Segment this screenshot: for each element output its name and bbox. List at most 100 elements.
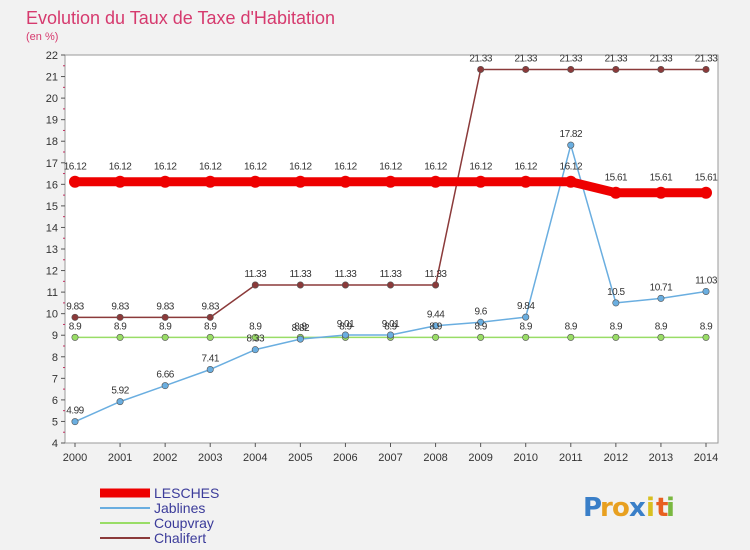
data-label: 16.12 — [64, 162, 87, 173]
data-label: 16.12 — [109, 162, 132, 173]
logo-letter: r — [600, 493, 613, 523]
data-label: 21.33 — [514, 53, 537, 64]
data-label: 16.12 — [244, 162, 267, 173]
data-label: 10.71 — [650, 282, 673, 293]
data-point — [612, 299, 620, 307]
chart-title: Evolution du Taux de Taxe d'Habitation — [26, 8, 335, 28]
logo-letter: P — [583, 493, 602, 523]
data-point — [71, 418, 79, 426]
data-point — [116, 398, 124, 406]
data-label: 16.12 — [334, 162, 357, 173]
data-point — [567, 333, 575, 341]
data-label: 9.44 — [427, 310, 445, 321]
y-tick-label: 11 — [47, 287, 58, 299]
series-layer — [69, 65, 712, 426]
data-label: 5.92 — [111, 386, 129, 397]
data-label: 8.9 — [610, 321, 623, 332]
data-point — [522, 65, 530, 73]
x-tick-label: 2000 — [63, 452, 87, 464]
y-tick-label: 20 — [46, 93, 58, 105]
data-label: 8.9 — [159, 321, 172, 332]
data-label: 9.01 — [382, 319, 400, 330]
data-point — [161, 382, 169, 390]
data-label: 15.61 — [650, 173, 673, 184]
y-tick-label: 5 — [52, 416, 58, 428]
data-point — [567, 65, 575, 73]
logo-letter: i — [666, 493, 675, 523]
y-tick-label: 18 — [46, 136, 58, 148]
data-label: 8.33 — [247, 334, 265, 345]
x-tick-label: 2007 — [378, 452, 402, 464]
data-point — [564, 175, 577, 188]
data-label: 8.9 — [249, 321, 262, 332]
y-tick-label: 16 — [46, 179, 58, 191]
data-label: 21.33 — [560, 53, 583, 64]
data-label: 16.12 — [379, 162, 402, 173]
data-label: 8.9 — [429, 321, 442, 332]
data-point — [702, 65, 710, 73]
data-point — [69, 175, 81, 188]
logo-letter: x — [629, 493, 646, 523]
data-point — [612, 65, 620, 73]
legend-label: Jablines — [154, 500, 205, 516]
data-label: 8.82 — [292, 323, 310, 334]
data-point — [522, 313, 530, 321]
logo-letter: o — [612, 493, 630, 523]
data-point — [204, 175, 217, 188]
data-point — [341, 281, 349, 289]
data-label: 21.33 — [650, 53, 673, 64]
logo-letter: t — [656, 493, 668, 523]
data-point — [432, 322, 440, 330]
data-label: 8.9 — [204, 321, 217, 332]
data-point — [206, 365, 214, 373]
y-tick-label: 9 — [52, 330, 58, 342]
y-tick-label: 6 — [52, 395, 58, 407]
data-point — [206, 313, 214, 321]
data-point — [657, 333, 665, 341]
data-label: 8.9 — [339, 321, 352, 332]
data-label: 21.33 — [695, 53, 718, 64]
legend-label: Coupvray — [154, 515, 214, 531]
data-point — [477, 65, 485, 73]
data-point — [700, 186, 712, 199]
y-tick-label: 15 — [46, 201, 58, 213]
data-label: 16.12 — [154, 162, 177, 173]
x-tick-label: 2006 — [333, 452, 357, 464]
data-point — [206, 333, 214, 341]
data-point — [384, 175, 397, 188]
data-label: 8.9 — [700, 321, 713, 332]
y-tick-label: 10 — [46, 309, 58, 321]
x-tick-label: 2003 — [198, 452, 222, 464]
data-label: 8.9 — [474, 321, 487, 332]
x-tick-label: 2009 — [468, 452, 492, 464]
x-tick-label: 2010 — [513, 452, 537, 464]
data-point — [609, 186, 622, 199]
data-label: 16.12 — [424, 162, 447, 173]
data-label: 6.66 — [156, 370, 174, 381]
data-labels-layer: 16.12 16.12 16.12 16.12 16.12 16.12 16.12 16.12… — [64, 53, 719, 416]
data-label: 10.5 — [607, 287, 625, 298]
data-point — [386, 331, 394, 339]
data-point — [116, 333, 124, 341]
data-point — [294, 175, 307, 188]
data-label: 21.33 — [469, 53, 492, 64]
data-label: 9.84 — [517, 301, 535, 312]
data-label: 16.12 — [289, 162, 312, 173]
plot-area — [64, 54, 719, 444]
data-point — [567, 141, 575, 149]
x-tick-label: 2004 — [243, 452, 267, 464]
data-label: 8.9 — [294, 321, 307, 332]
data-label: 9.01 — [337, 319, 355, 330]
data-point — [116, 313, 124, 321]
y-tick-label: 22 — [46, 50, 58, 62]
data-label: 11.33 — [244, 269, 267, 280]
data-label: 16.12 — [514, 162, 537, 173]
y-tick-label: 7 — [52, 373, 58, 385]
y-tick-label: 21 — [46, 72, 58, 84]
data-point — [386, 281, 394, 289]
data-point — [519, 175, 532, 188]
y-tick-label: 4 — [52, 438, 58, 450]
data-label: 21.33 — [605, 53, 628, 64]
chart-subtitle: (en %) — [26, 31, 58, 43]
